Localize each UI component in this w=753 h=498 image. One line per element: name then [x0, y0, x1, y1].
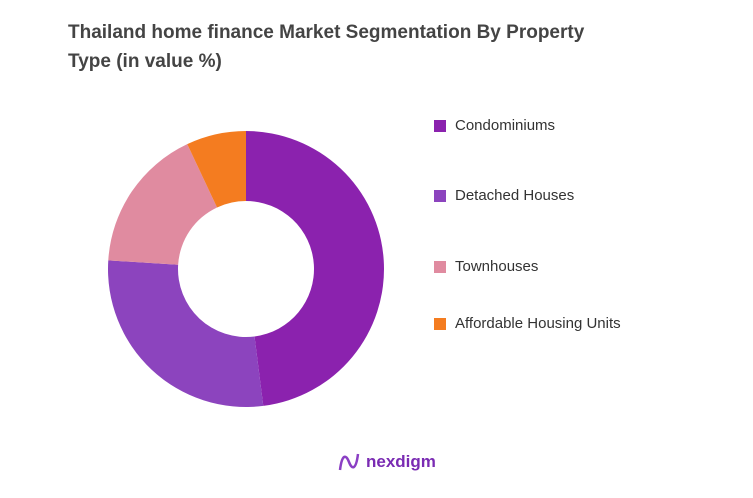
slice-detached-houses [107, 260, 264, 407]
legend-item: Townhouses [434, 258, 538, 275]
legend-swatch [434, 189, 446, 202]
logo-text: nexdigm [366, 452, 436, 471]
legend-swatch [434, 317, 446, 330]
legend-label: Condominiums [455, 117, 556, 134]
legend-item: Detached Houses [434, 187, 574, 204]
slice-affordable-housing-units [187, 131, 246, 208]
nexdigm-logo-icon [338, 453, 360, 471]
slice-condominiums [246, 131, 385, 406]
legend-swatch [434, 119, 446, 132]
slice-townhouses [108, 144, 218, 265]
nexdigm-logo: nexdigm [338, 452, 436, 472]
legend-item: Condominiums [434, 117, 555, 134]
chart-title: Thailand home finance Market Segmentatio… [68, 22, 585, 72]
legend-label: Detached Houses [455, 187, 575, 204]
legend-swatch [434, 260, 446, 273]
legend-item: Affordable Housing Units [434, 315, 621, 332]
legend-label: Townhouses [455, 258, 539, 275]
legend-label: Affordable Housing Units [455, 315, 621, 332]
